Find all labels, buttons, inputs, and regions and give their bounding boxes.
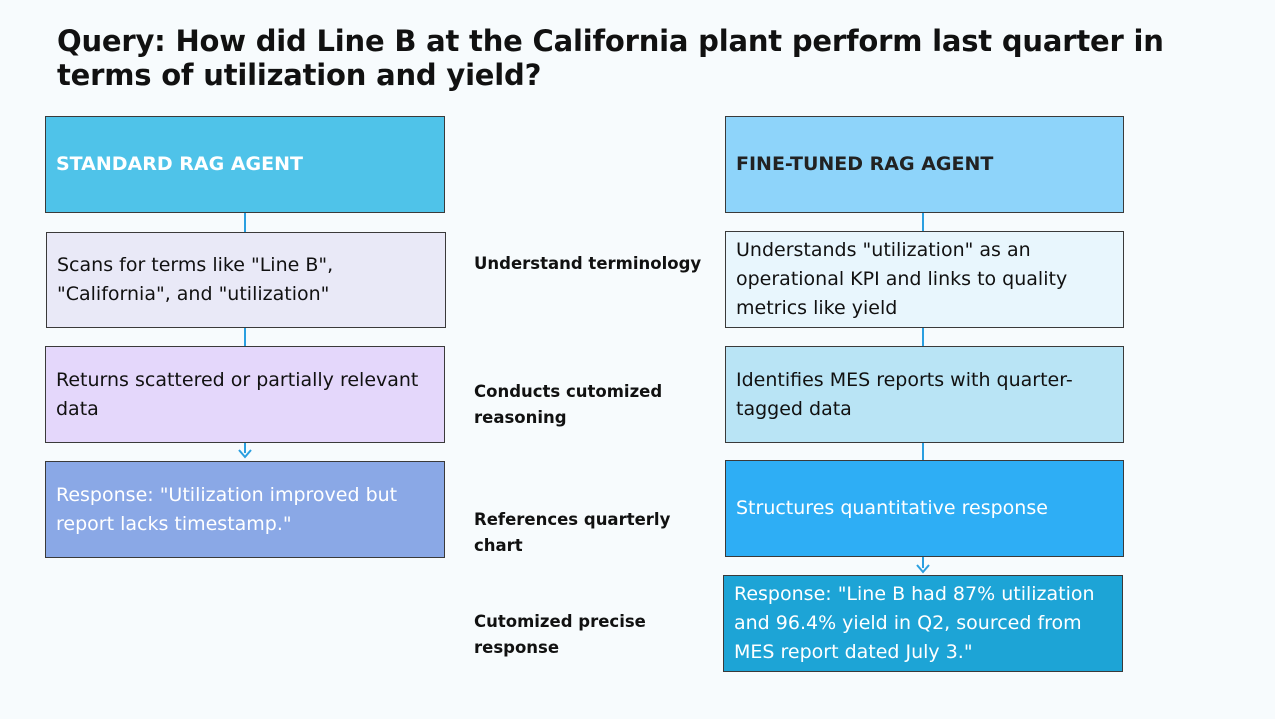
fine-tuned-rag-header-label: FINE-TUNED RAG AGENT	[736, 153, 994, 175]
standard-step-returns-text: Returns scattered or partially relevant …	[56, 368, 419, 420]
standard-step-scan-text: Scans for terms like "Line B", "Californ…	[57, 254, 334, 305]
right-arrow-head-icon	[916, 564, 930, 574]
fine-tuned-step-terminology: Understands "utilization" as an operatio…	[725, 231, 1124, 328]
fine-tuned-response: Response: "Line B had 87% utilization an…	[723, 575, 1123, 672]
standard-response: Response: "Utilization improved but repo…	[45, 461, 445, 558]
right-connector-2	[922, 328, 924, 346]
left-connector-2	[244, 328, 246, 346]
right-connector-3	[922, 443, 924, 460]
standard-step-returns: Returns scattered or partially relevant …	[45, 346, 445, 443]
label-customized-reasoning: Conducts cutomized reasoning	[474, 382, 663, 427]
fine-tuned-step-mes-reports-text: Identifies MES reports with quarter-tagg…	[736, 368, 1073, 420]
standard-response-text: Response: "Utilization improved but repo…	[56, 483, 398, 535]
standard-step-scan: Scans for terms like "Line B", "Californ…	[46, 232, 446, 328]
fine-tuned-step-structures-text: Structures quantitative response	[736, 497, 1048, 519]
fine-tuned-step-mes-reports: Identifies MES reports with quarter-tagg…	[725, 346, 1124, 443]
fine-tuned-step-terminology-text: Understands "utilization" as an operatio…	[736, 239, 1068, 319]
label-quarterly-chart: References quarterly chart	[474, 510, 671, 555]
left-connector-1	[244, 213, 246, 232]
left-connector-3	[244, 443, 246, 453]
fine-tuned-step-structures: Structures quantitative response	[725, 460, 1124, 557]
left-arrow-head-icon	[238, 449, 252, 459]
standard-rag-header-label: STANDARD RAG AGENT	[56, 153, 303, 175]
query-title: Query: How did Line B at the California …	[57, 24, 1164, 92]
label-understand-terminology: Understand terminology	[474, 254, 702, 273]
right-connector-4	[922, 557, 924, 568]
fine-tuned-response-text: Response: "Line B had 87% utilization an…	[734, 583, 1095, 663]
fine-tuned-rag-header: FINE-TUNED RAG AGENT	[725, 116, 1124, 213]
label-precise-response: Cutomized precise response	[474, 612, 646, 657]
standard-rag-header: STANDARD RAG AGENT	[45, 116, 445, 213]
right-connector-1	[922, 213, 924, 231]
